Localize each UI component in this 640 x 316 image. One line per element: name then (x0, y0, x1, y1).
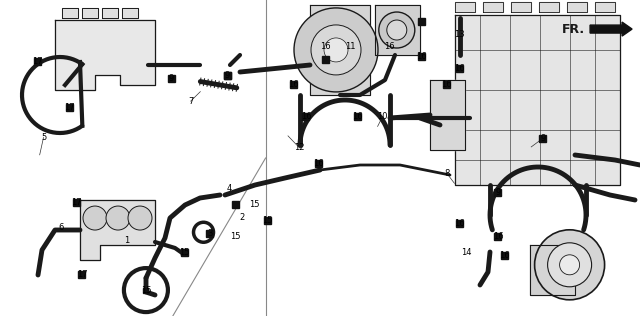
Polygon shape (62, 8, 78, 18)
Text: 15: 15 (179, 248, 189, 257)
Bar (34, 58, 40, 65)
Polygon shape (80, 200, 155, 260)
Bar (264, 217, 271, 224)
Text: 16: 16 (416, 52, 426, 61)
Text: 15: 15 (250, 200, 260, 209)
Text: 16: 16 (301, 112, 311, 121)
Bar (418, 53, 424, 60)
Text: 16: 16 (288, 80, 298, 89)
Circle shape (387, 20, 407, 40)
Text: 8: 8 (444, 169, 449, 178)
Polygon shape (595, 2, 615, 12)
Text: 11: 11 (346, 42, 356, 51)
Bar (316, 160, 322, 167)
Polygon shape (55, 20, 155, 90)
Bar (495, 189, 501, 196)
Circle shape (106, 206, 130, 230)
Text: 3: 3 (207, 229, 212, 238)
Bar (444, 81, 450, 88)
Bar (501, 252, 508, 259)
Polygon shape (122, 8, 138, 18)
Bar (79, 271, 85, 278)
Bar (181, 249, 188, 256)
Bar (303, 113, 309, 120)
Text: 10: 10 (378, 112, 388, 121)
Text: 16: 16 (442, 80, 452, 89)
Polygon shape (511, 2, 531, 12)
Bar (456, 220, 463, 227)
Bar (290, 81, 296, 88)
Text: 17: 17 (32, 57, 42, 66)
Bar (207, 230, 213, 237)
Bar (456, 65, 463, 72)
Text: 17: 17 (64, 103, 74, 112)
Bar (74, 199, 80, 206)
Text: 16: 16 (454, 64, 465, 73)
Text: 16: 16 (384, 42, 394, 51)
Bar (168, 75, 175, 82)
Bar (322, 56, 328, 63)
Bar (232, 201, 239, 208)
Text: 16: 16 (352, 112, 362, 121)
Polygon shape (102, 8, 118, 18)
Circle shape (294, 8, 378, 92)
Text: 15: 15 (141, 286, 151, 295)
Text: 16: 16 (454, 219, 465, 228)
Text: 15: 15 (230, 232, 241, 241)
Bar (418, 18, 424, 25)
Text: 7: 7 (188, 97, 193, 106)
Polygon shape (455, 2, 475, 12)
Text: 1: 1 (124, 236, 129, 245)
Text: 13: 13 (454, 30, 465, 39)
Text: 17: 17 (77, 270, 87, 279)
Text: 5: 5 (41, 133, 46, 142)
Text: 16: 16 (320, 42, 330, 51)
Polygon shape (455, 15, 620, 185)
Bar (540, 135, 546, 142)
Text: 9: 9 (540, 134, 545, 143)
FancyArrow shape (590, 22, 632, 36)
Bar (224, 72, 230, 79)
Bar (495, 233, 501, 240)
Text: 4: 4 (227, 185, 232, 193)
Bar (143, 288, 148, 293)
Text: FR.: FR. (562, 22, 585, 36)
Text: 9: 9 (495, 188, 500, 197)
Polygon shape (310, 5, 370, 95)
Text: 17: 17 (72, 198, 82, 207)
Bar (181, 249, 188, 255)
Polygon shape (567, 2, 587, 12)
Polygon shape (375, 5, 420, 55)
Circle shape (311, 25, 361, 75)
Circle shape (83, 206, 107, 230)
Bar (66, 104, 72, 111)
Polygon shape (530, 245, 575, 295)
Text: 9: 9 (169, 74, 174, 83)
Bar (354, 113, 360, 120)
Polygon shape (483, 2, 503, 12)
Bar (224, 72, 230, 79)
Text: 12: 12 (294, 143, 305, 152)
Circle shape (534, 230, 605, 300)
Text: 16: 16 (314, 159, 324, 168)
Polygon shape (539, 2, 559, 12)
Polygon shape (82, 8, 98, 18)
Circle shape (128, 206, 152, 230)
Text: 9: 9 (225, 71, 230, 80)
Text: 15: 15 (262, 216, 273, 225)
Text: 14: 14 (461, 248, 471, 257)
Text: 16: 16 (493, 232, 503, 241)
Polygon shape (430, 80, 465, 150)
Circle shape (324, 38, 348, 62)
Circle shape (548, 243, 591, 287)
Text: 16: 16 (499, 251, 509, 260)
Circle shape (379, 12, 415, 48)
Text: 6: 6 (58, 223, 63, 232)
Circle shape (559, 255, 580, 275)
Text: 2: 2 (239, 213, 244, 222)
